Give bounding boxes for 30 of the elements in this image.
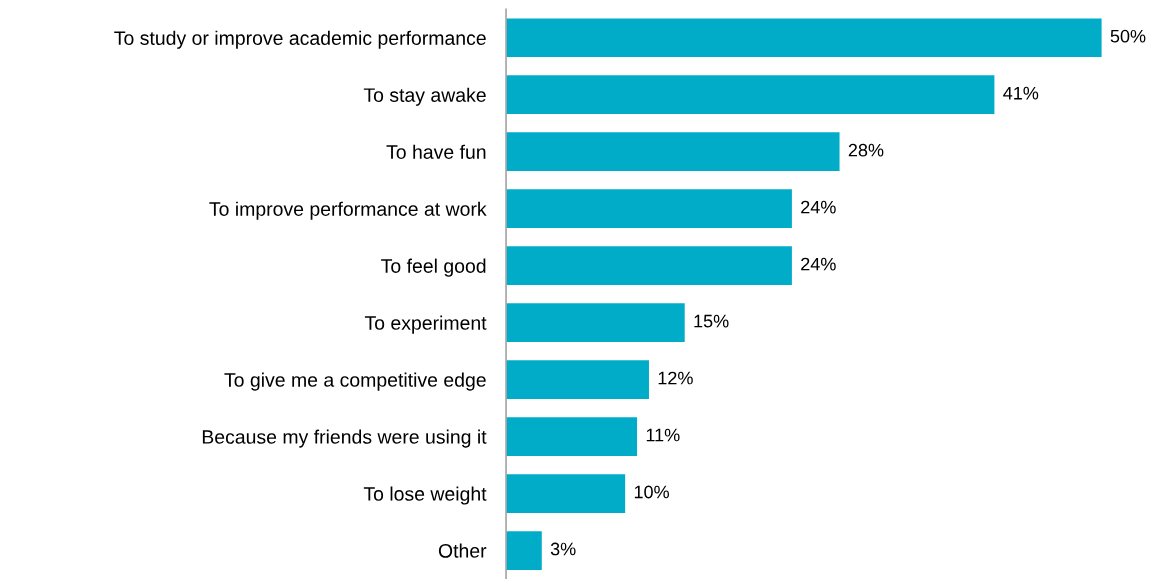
- bar: [506, 189, 792, 229]
- bar: [506, 132, 840, 172]
- bar: [506, 360, 649, 399]
- bar: [506, 18, 1102, 58]
- y-tick-label: To experiment: [364, 315, 487, 334]
- y-tick-label: To study or improve academic performance: [114, 30, 486, 49]
- y-tick-label: Other: [438, 543, 487, 558]
- data-label: 3%: [550, 542, 576, 556]
- data-label: 50%: [1110, 29, 1146, 43]
- data-label: 10%: [634, 485, 669, 499]
- data-label: 12%: [658, 371, 693, 385]
- y-tick-label: Because my friends were using it: [202, 429, 487, 448]
- bar: [506, 303, 685, 342]
- y-tick-label: To have fun: [386, 144, 486, 159]
- y-tick-label: To stay awake: [363, 87, 486, 106]
- data-label: 24%: [801, 200, 836, 214]
- data-label: 15%: [694, 314, 729, 328]
- y-tick-label: To lose weight: [363, 486, 487, 505]
- data-label: 41%: [1003, 86, 1039, 100]
- bar: [506, 417, 638, 456]
- y-tick-label: To improve performance at work: [209, 201, 487, 220]
- data-label: 24%: [801, 257, 836, 271]
- bar: [506, 75, 995, 115]
- data-label: 11%: [646, 428, 680, 442]
- data-label: 28%: [848, 143, 884, 157]
- bar: [506, 474, 626, 513]
- bar: [506, 246, 792, 286]
- y-tick-label: To feel good: [381, 258, 486, 277]
- y-tick-label: To give me a competitive edge: [224, 372, 486, 391]
- bar: [506, 531, 542, 570]
